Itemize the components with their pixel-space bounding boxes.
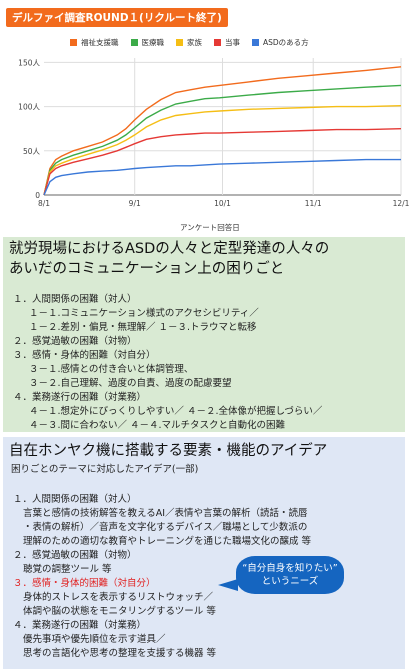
chart-title: デルファイ調査ROUND１(リクルート終了) [6, 8, 228, 27]
series-line [43, 84, 402, 196]
x-tick-label: 9/1 [129, 199, 141, 208]
ideas-title: 自在ホンヤク機に搭載する要素・機能のアイデア [9, 443, 328, 459]
legend-label: 医療職 [141, 38, 165, 47]
idea-item: 優先事項や優先順位を示す道具／ [23, 634, 166, 645]
problems-section: 就労現場におけるASDの人々と定型発達の人々の あいだのコミュニケーション上の困… [3, 237, 405, 432]
legend-swatch [252, 39, 259, 46]
legend-item: ASDのある方 [252, 37, 309, 48]
idea-item: ４．業務遂行の困難（対業務） [13, 620, 147, 631]
x-tick-label: 10/1 [214, 199, 231, 208]
problem-item: １．人間関係の困難（対人） [13, 294, 137, 305]
legend-label: 家族 [187, 38, 202, 47]
legend-item: 医療職 [130, 37, 165, 48]
callout-pointer [218, 579, 238, 591]
problem-item: ３．感情・身体的困難（対自分） [13, 350, 156, 361]
problem-item: ２．感覚過敏の困難（対物） [13, 336, 137, 347]
idea-item: 理解のための適切な教育やトレーニングを通じた職場文化の醸成 等 [23, 536, 312, 547]
ideas-subtitle: 困りごとのテーマに対応したアイデア(一部) [11, 464, 199, 475]
chart-plot: 0 50人 100人 150人 8/1 9/1 10/1 11/1 12/1 [18, 58, 410, 208]
legend-swatch [130, 39, 138, 46]
idea-item: 言葉と感情の技術解答を教えるAI／表情や言葉の解析（読話・読唇 [23, 508, 308, 519]
callout-line1: “自分自身を知りたい” [242, 563, 338, 574]
legend-swatch [70, 39, 77, 46]
y-tick-label: 0 [35, 191, 40, 200]
y-tick-label: 150人 [18, 58, 40, 67]
idea-item: ２．感覚過敏の困難（対物） [13, 550, 137, 561]
chart-legend: 福祉支援職 医療職 家族 当事 ASDのある方 [70, 37, 309, 48]
legend-item: 家族 [176, 37, 202, 48]
problems-title-line2: あいだのコミュニケーション上の困りごと [9, 261, 285, 277]
line-chart: デルファイ調査ROUND１(リクルート終了) 福祉支援職 医療職 家族 当事 ASDのあ… [0, 0, 411, 236]
legend-label: ASDのある方 [263, 38, 309, 47]
legend-item: 福祉支援職 [70, 37, 119, 48]
problem-item: １－２.差別・偏見・無理解／ １－３.トラウマと転移 [29, 322, 257, 333]
idea-item: ・表情の解析）／音声を文字化するデバイス／職場として少数派の [23, 522, 308, 533]
idea-item: 思考の言語化や思考の整理を支援する機器 等 [23, 648, 217, 659]
problem-item: ４．業務遂行の困難（対業務） [13, 392, 147, 403]
needs-callout: “自分自身を知りたい” というニーズ [236, 556, 344, 594]
callout-line2: というニーズ [261, 576, 319, 587]
idea-item: 体調や脳の状態をモニタリングするツール 等 [23, 606, 216, 617]
series-line [43, 128, 402, 196]
x-axis-label: アンケート回答日 [180, 223, 240, 232]
problem-item: ４－３.間に合わない／ ４－４.マルチタスクと自動化の困難 [29, 420, 286, 431]
x-tick-label: 8/1 [38, 199, 50, 208]
idea-item-highlight: ３．感情・身体的困難（対自分） [13, 578, 156, 589]
series-line [43, 105, 402, 196]
idea-item: １．人間関係の困難（対人） [13, 494, 137, 505]
legend-swatch [176, 39, 183, 46]
problem-item: ４－１.想定外にびっくりしやすい／ ４－２.全体像が把握しづらい／ [29, 406, 323, 417]
x-tick-label: 11/1 [305, 199, 322, 208]
problem-item: ３－２.自己理解、過度の自責、過度の配慮要望 [29, 378, 232, 389]
problem-item: ３－１.感情との付き合いと体調管理、 [29, 364, 194, 375]
ideas-section: 自在ホンヤク機に搭載する要素・機能のアイデア 困りごとのテーマに対応したアイデア… [3, 437, 405, 669]
x-tick-label: 12/1 [393, 199, 410, 208]
legend-item: 当事 [214, 37, 240, 48]
problem-item: １－１.コミュニケーション様式のアクセシビリティ／ [29, 308, 259, 319]
legend-label: 当事 [225, 38, 240, 47]
problems-title-line1: 就労現場におけるASDの人々と定型発達の人々の [9, 241, 330, 257]
y-tick-label: 100人 [18, 103, 40, 112]
series-line [43, 66, 402, 196]
y-tick-label: 50人 [23, 147, 41, 156]
legend-swatch [214, 39, 221, 46]
series-line [43, 158, 401, 196]
idea-item: 身体的ストレスを表示するリストウォッチ／ [23, 592, 214, 603]
idea-item: 聴覚の調整ツール 等 [23, 564, 112, 575]
legend-label: 福祉支援職 [81, 38, 119, 47]
